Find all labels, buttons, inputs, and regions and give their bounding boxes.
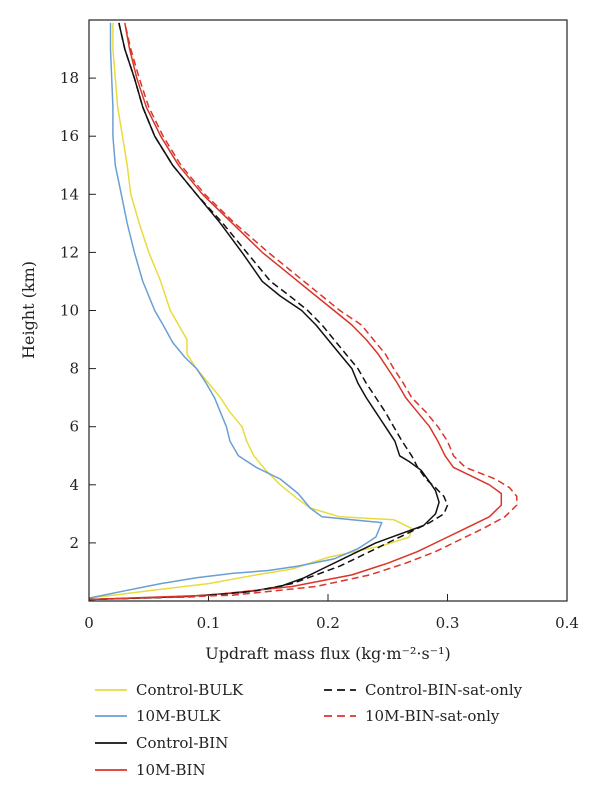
- y-tick-label: 6: [69, 418, 79, 436]
- y-tick-label: 14: [60, 185, 79, 203]
- series: [88, 22, 518, 601]
- x-tick-label: 0.2: [316, 614, 340, 632]
- x-axis-label: Updraft mass flux (kg·m⁻²·s⁻¹): [205, 644, 451, 663]
- y-axis-label: Height (km): [19, 261, 38, 359]
- legend-label: Control-BIN: [136, 734, 228, 752]
- plot-frame: [88, 19, 568, 602]
- x-tick-label: 0: [84, 614, 94, 632]
- y-axis-ticks: 2 4 6 8 10 12 14 16 18: [60, 69, 96, 552]
- y-tick-label: 4: [69, 476, 79, 494]
- legend-label: 10M-BIN-sat-only: [365, 707, 500, 725]
- legend-label: 10M-BIN: [136, 761, 206, 779]
- y-tick-label: 18: [60, 69, 79, 87]
- x-axis-ticks: 0 0.1 0.2 0.3 0.4: [84, 594, 579, 632]
- series-line-10m-bulk: [88, 22, 383, 599]
- axes: 0 0.1 0.2 0.3 0.4 2 4 6 8 10 12 14 16 18: [60, 69, 579, 632]
- y-tick-label: 16: [60, 127, 79, 145]
- legend-label: Control-BIN-sat-only: [365, 681, 523, 699]
- legend-label: 10M-BULK: [136, 707, 221, 725]
- y-tick-label: 10: [60, 302, 79, 320]
- series-line-control-bin: [88, 22, 440, 601]
- series-line-10m-bin-sat-only: [88, 22, 518, 601]
- y-tick-label: 8: [69, 360, 79, 378]
- series-line-control-bin-sat-only: [88, 22, 449, 601]
- series-line-control-bulk: [88, 22, 413, 599]
- y-tick-label: 2: [69, 534, 79, 552]
- x-tick-label: 0.1: [197, 614, 221, 632]
- legend: Control-BULK 10M-BULK Control-BIN 10M-BIN Co…: [95, 681, 523, 779]
- x-tick-label: 0.4: [555, 614, 579, 632]
- series-line-10m-bin: [88, 22, 503, 601]
- legend-label: Control-BULK: [136, 681, 244, 699]
- y-tick-label: 12: [60, 243, 79, 261]
- x-tick-label: 0.3: [436, 614, 460, 632]
